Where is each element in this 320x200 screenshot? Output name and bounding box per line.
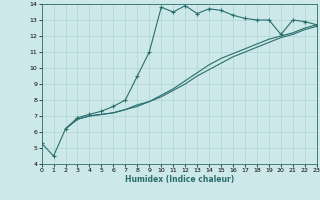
X-axis label: Humidex (Indice chaleur): Humidex (Indice chaleur) bbox=[124, 175, 234, 184]
